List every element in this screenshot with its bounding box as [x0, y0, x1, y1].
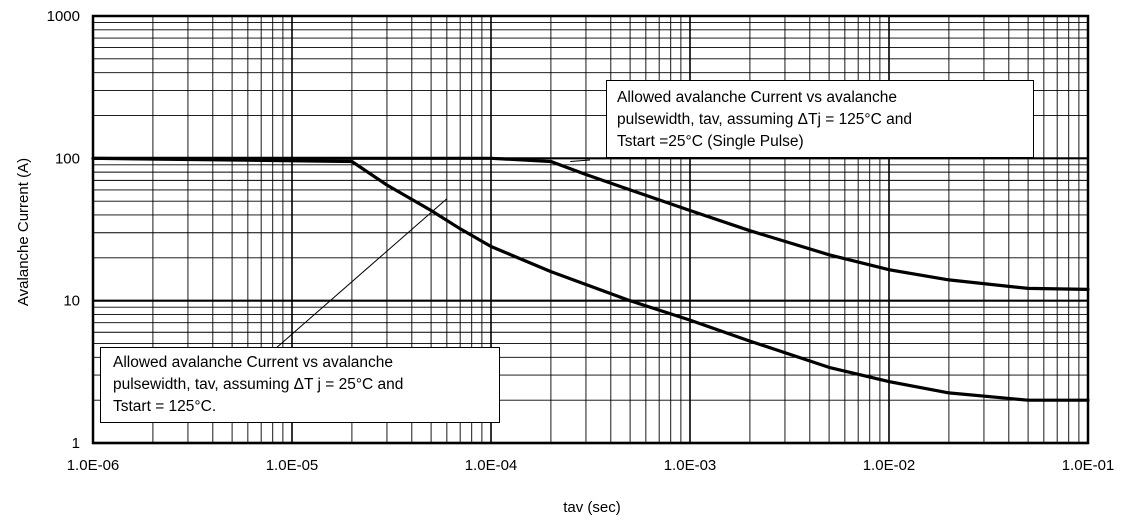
annotation-line: Tstart =25°C (Single Pulse) [617, 133, 804, 150]
x-tick-label: 1.0E-01 [1062, 457, 1115, 474]
annotation-leader-line [274, 198, 448, 350]
x-tick-label: 1.0E-03 [664, 457, 717, 474]
x-tick-label: 1.0E-06 [67, 457, 120, 474]
annotation-box-tj125: Allowed avalanche Current vs avalanche p… [606, 80, 1034, 158]
series-line-2 [91, 156, 1090, 291]
x-tick-labels: 1.0E-06 1.0E-05 1.0E-04 1.0E-03 1.0E-02 1.0E-… [67, 457, 1115, 474]
series-curves [91, 156, 1090, 402]
y-axis-title: Avalanche Current (A) [15, 158, 32, 306]
x-tick-label: 1.0E-05 [266, 457, 319, 474]
annotation-line: pulsewidth, tav, assuming ΔTj = 125°C an… [617, 111, 912, 128]
annotation-line: Tstart = 125°C. [113, 398, 217, 415]
y-tick-labels: 1 10 100 1000 [47, 8, 80, 452]
x-axis-title: tav (sec) [563, 499, 621, 516]
y-tick-label: 100 [55, 150, 80, 167]
plot-frame [91, 14, 1090, 445]
y-tick-label: 1 [72, 435, 80, 452]
y-tick-label: 1000 [47, 8, 80, 25]
annotation-leader-line [570, 159, 591, 163]
series-line-1 [91, 156, 1090, 402]
y-tick-label: 10 [63, 293, 80, 310]
annotation-line: Allowed avalanche Current vs avalanche [113, 354, 394, 371]
annotation-box-tj25: Allowed avalanche Current vs avalanche p… [100, 347, 500, 423]
x-tick-label: 1.0E-04 [465, 457, 518, 474]
annotation-leaders [274, 159, 591, 350]
annotation-line: pulsewidth, tav, assuming ΔT j = 25°C an… [113, 376, 404, 393]
annotation-line: Allowed avalanche Current vs avalanche [617, 89, 898, 106]
x-tick-label: 1.0E-02 [863, 457, 916, 474]
